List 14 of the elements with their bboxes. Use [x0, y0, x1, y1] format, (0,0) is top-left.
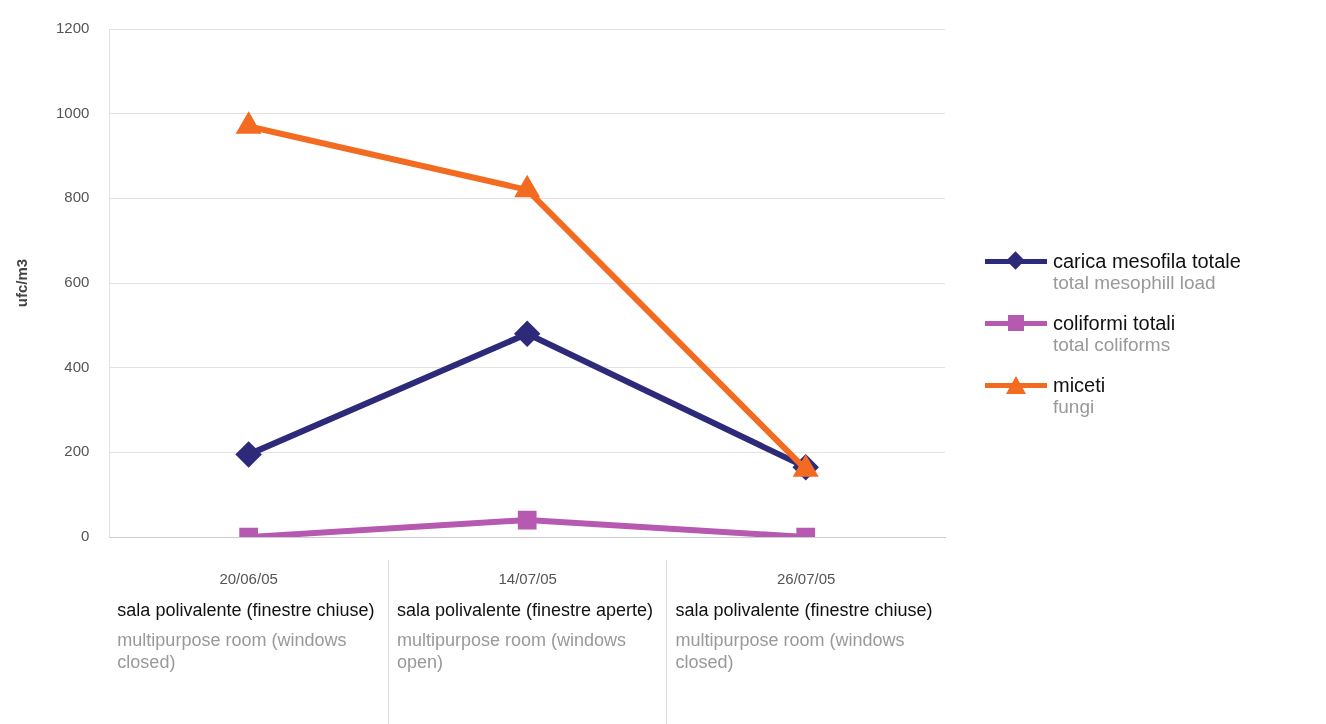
legend-label: coliformi totali total coliforms [1053, 312, 1176, 356]
y-tick-label: 1200 [55, 19, 90, 37]
y-axis-title: ufc/m3 [13, 258, 31, 308]
y-tick-label: 0 [81, 527, 90, 545]
legend-label: carica mesofila totale total mesophill load [1053, 250, 1241, 294]
legend-label: miceti fungi [1053, 374, 1106, 418]
y-tick-label: 200 [64, 442, 90, 460]
y-tick-label: 1000 [55, 103, 90, 121]
x-tick-label: 20/06/05 sala polivalente (finestre chiuse) multipurpose room (windows closed) [117, 570, 376, 673]
x-tick-label: 26/07/05 sala polivalente (finestre chiuse) multipurpose room (windows closed) [675, 570, 934, 673]
x-tick-label: 14/07/05 sala polivalente (finestre aperte) multipurpose room (windows open) [396, 570, 655, 673]
y-tick-label: 600 [64, 273, 90, 291]
y-tick-label: 800 [64, 188, 90, 206]
y-tick-label: 400 [64, 357, 90, 375]
